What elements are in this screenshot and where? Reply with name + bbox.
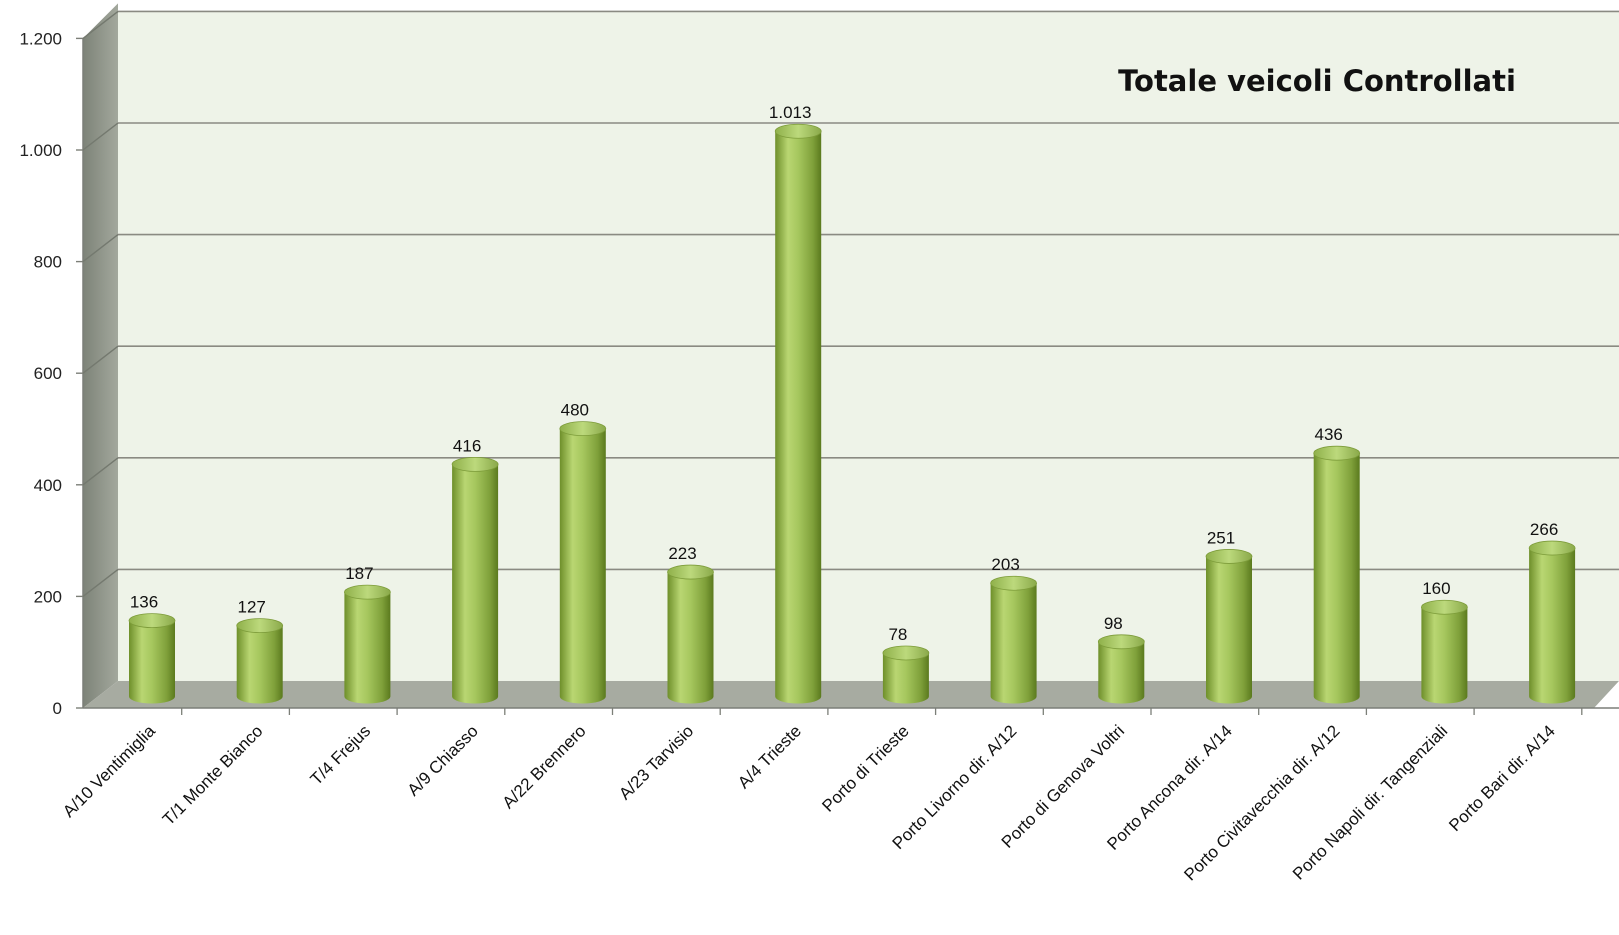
bar-body: [559, 428, 606, 704]
data-label: 266: [1530, 520, 1558, 539]
y-tick-label: 0: [53, 699, 62, 718]
y-tick-label: 400: [34, 476, 62, 495]
bar-body: [1098, 641, 1145, 704]
gridline-side: [82, 457, 119, 486]
bar-body: [129, 620, 175, 704]
bar-cap: [128, 613, 176, 629]
bar-body: [667, 572, 714, 704]
gridline-side: [82, 234, 119, 263]
bar-cap: [1421, 599, 1468, 615]
data-label: 223: [668, 544, 696, 563]
data-label: 98: [1104, 614, 1123, 633]
bar-cap: [990, 575, 1037, 591]
data-label: 1.013: [769, 103, 812, 122]
gridline-side: [82, 10, 119, 39]
chart-title: Totale veicoli Controllati: [1118, 64, 1516, 98]
y-tick-label: 800: [34, 253, 62, 272]
bar-cap: [1205, 549, 1253, 564]
data-label: 203: [991, 555, 1019, 574]
bar: [774, 123, 822, 704]
x-tick-label: Porto Livorno dir. A/12: [889, 721, 1021, 853]
bar: [990, 575, 1037, 704]
bar-body: [882, 652, 929, 704]
data-label: 416: [453, 436, 481, 455]
bar-body: [344, 592, 391, 704]
bar-body: [1421, 607, 1468, 704]
data-label: 436: [1315, 425, 1343, 444]
data-label: 251: [1207, 528, 1235, 547]
bar: [559, 421, 607, 704]
bar: [667, 564, 714, 704]
x-tick-label: Porto di Genova Voltri: [998, 721, 1128, 851]
bar: [1205, 549, 1253, 704]
x-tick-label: A/9 Chiasso: [404, 721, 482, 799]
x-tick-label: A/23 Tarvisio: [615, 721, 697, 803]
bar-body: [452, 464, 499, 704]
bar-cap: [667, 564, 714, 580]
x-tick-label: Porto Bari dir. A/14: [1445, 721, 1559, 835]
gridline-side: [82, 345, 119, 374]
data-label: 136: [130, 593, 158, 612]
x-tick-label: T/1 Monte Bianco: [159, 721, 267, 829]
bar-cap: [882, 645, 930, 661]
bar-cap: [1528, 540, 1576, 556]
y-tick-label: 600: [34, 364, 62, 383]
bar-cap: [451, 456, 499, 472]
bar-cap: [1097, 634, 1145, 650]
data-label: 78: [888, 625, 907, 644]
bar-cap: [774, 123, 822, 139]
bar-body: [990, 583, 1037, 704]
gridline-side: [82, 568, 119, 597]
bar: [882, 645, 930, 704]
bar: [1313, 445, 1361, 704]
bar: [236, 618, 284, 704]
bar: [128, 613, 176, 704]
bar-body: [236, 625, 283, 704]
bar-cap: [559, 421, 607, 437]
data-label: 480: [561, 401, 589, 420]
x-tick-label: A/10 Ventimiglia: [59, 721, 159, 821]
bar: [1097, 634, 1145, 704]
x-tick-label: Porto Ancona dir. A/14: [1103, 721, 1235, 853]
data-label: 160: [1422, 579, 1450, 598]
x-tick-label: A/4 Trieste: [734, 721, 805, 792]
bar: [1528, 540, 1576, 704]
bar-body: [1313, 453, 1360, 704]
bar-body: [1529, 548, 1576, 704]
y-tick-label: 1.200: [19, 29, 62, 48]
bar-cap: [236, 618, 284, 634]
bar-body: [775, 131, 822, 704]
x-tick-label: T/4 Frejus: [307, 721, 375, 789]
x-tick-label: Porto di Trieste: [818, 721, 912, 815]
data-label: 187: [345, 564, 373, 583]
x-tick-label: A/22 Brennero: [499, 721, 590, 812]
bar: [343, 584, 391, 704]
data-label: 127: [238, 598, 266, 617]
bar: [451, 456, 499, 704]
bar-body: [1206, 556, 1252, 704]
bar-cap: [343, 584, 391, 600]
floor: [83, 681, 1619, 708]
y-tick-label: 200: [34, 587, 62, 606]
bar-cap: [1313, 445, 1361, 461]
gridline-side: [82, 122, 119, 151]
bar: [1421, 599, 1468, 704]
y-tick-label: 1.000: [19, 141, 62, 160]
side-wall: [83, 3, 118, 708]
